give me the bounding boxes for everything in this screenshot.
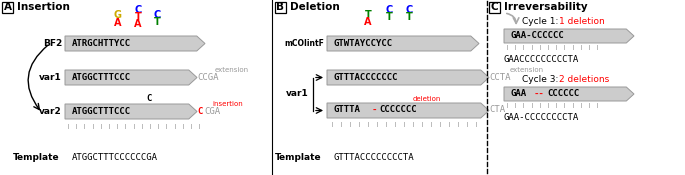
Polygon shape — [65, 104, 197, 119]
Text: GTTTACCCCCCC: GTTTACCCCCCC — [334, 72, 399, 82]
Polygon shape — [327, 70, 489, 85]
Text: ATRGCHTTYCC: ATRGCHTTYCC — [72, 38, 131, 47]
Polygon shape — [327, 103, 489, 118]
Text: 2 deletions: 2 deletions — [559, 75, 609, 85]
Text: C: C — [490, 2, 498, 12]
Text: G: G — [114, 10, 122, 20]
Text: GAACCCCCCCCCTA: GAACCCCCCCCCTA — [504, 55, 580, 65]
Text: C: C — [386, 5, 393, 15]
Text: Cycle 3:: Cycle 3: — [522, 75, 558, 85]
Text: A: A — [134, 19, 142, 29]
Text: insertion: insertion — [212, 101, 242, 107]
Text: CCCCCC: CCCCCC — [547, 89, 580, 99]
Text: A: A — [114, 18, 122, 28]
Polygon shape — [65, 70, 197, 85]
Text: Template: Template — [14, 153, 60, 163]
Text: -: - — [372, 106, 377, 114]
Text: deletion: deletion — [413, 96, 441, 102]
Text: GTTTACCCCCCCCTA: GTTTACCCCCCCCTA — [334, 153, 414, 163]
Text: C: C — [134, 5, 142, 15]
Text: --: -- — [534, 89, 545, 99]
Text: ATGGCTTTCCC: ATGGCTTTCCC — [72, 107, 131, 116]
Text: var1: var1 — [286, 89, 309, 99]
Text: var1: var1 — [39, 73, 62, 82]
Text: T: T — [135, 12, 141, 22]
Text: GAA: GAA — [511, 89, 527, 99]
Text: GAA-CCCCCC: GAA-CCCCCC — [511, 32, 564, 40]
Text: extension: extension — [215, 67, 249, 73]
Text: CGA: CGA — [204, 107, 220, 116]
Text: GTTTA: GTTTA — [334, 106, 361, 114]
Text: ATGGCTTTCCCCCCGA: ATGGCTTTCCCCCCGA — [72, 153, 158, 163]
Text: CTA: CTA — [489, 106, 505, 114]
Text: A: A — [364, 17, 372, 27]
Text: 1 deletion: 1 deletion — [559, 18, 605, 26]
Text: GAA-CCCCCCCCTA: GAA-CCCCCCCCTA — [504, 114, 580, 122]
Text: C: C — [197, 107, 202, 116]
Text: ATGGCTTTCCC: ATGGCTTTCCC — [72, 72, 131, 82]
Text: CCCCCCC: CCCCCCC — [379, 106, 416, 114]
Text: C: C — [147, 94, 151, 103]
Text: Insertion: Insertion — [17, 2, 70, 12]
Text: CCGA: CCGA — [197, 72, 219, 82]
FancyBboxPatch shape — [489, 2, 500, 13]
Text: C: C — [153, 10, 160, 20]
FancyBboxPatch shape — [275, 2, 286, 13]
Text: Irreversability: Irreversability — [504, 2, 588, 12]
Text: extension: extension — [510, 67, 544, 73]
FancyBboxPatch shape — [2, 2, 13, 13]
Text: var2: var2 — [39, 107, 62, 116]
Polygon shape — [65, 36, 205, 51]
Polygon shape — [327, 36, 479, 51]
Text: CCTA: CCTA — [489, 72, 510, 82]
Text: B: B — [277, 2, 284, 12]
Text: T: T — [364, 10, 371, 20]
Text: Template: Template — [275, 153, 322, 163]
Text: C: C — [406, 5, 412, 15]
Text: T: T — [406, 12, 412, 22]
Text: Cycle 1:: Cycle 1: — [522, 18, 558, 26]
Text: BF2: BF2 — [42, 39, 62, 48]
Text: T: T — [153, 17, 160, 27]
Text: Deletion: Deletion — [290, 2, 340, 12]
Polygon shape — [504, 87, 634, 101]
Text: GTWTAYCCYCC: GTWTAYCCYCC — [334, 38, 393, 47]
Text: T: T — [386, 12, 393, 22]
Polygon shape — [504, 29, 634, 43]
Text: mCOIintF: mCOIintF — [284, 39, 324, 48]
Text: A: A — [3, 2, 12, 12]
